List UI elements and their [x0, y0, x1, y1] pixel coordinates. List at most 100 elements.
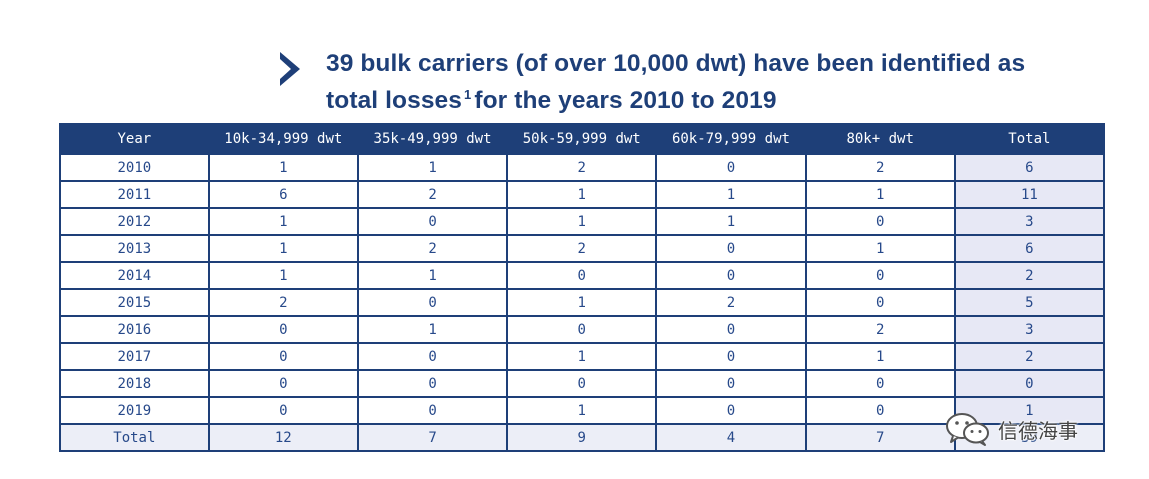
table-row: 2011 6 2 1 1 1 11 — [59, 180, 1106, 209]
table-cell: 0 — [655, 396, 807, 425]
table-cell: 0 — [506, 369, 658, 398]
table-cell: 0 — [804, 261, 956, 290]
losses-table: Year 10k-34,999 dwt 35k-49,999 dwt 50k-5… — [59, 123, 1106, 452]
table-cell: 0 — [356, 369, 509, 398]
total-cell: 12 — [207, 423, 359, 452]
year-cell: 2014 — [59, 261, 210, 290]
header-row: Year 10k-34,999 dwt 35k-49,999 dwt 50k-5… — [59, 123, 1106, 155]
table-cell: 1 — [506, 288, 658, 317]
year-cell: 2017 — [59, 342, 210, 371]
table-cell: 0 — [655, 234, 807, 263]
table-cell: 0 — [356, 207, 509, 236]
watermark: 信德海事 — [944, 412, 1078, 446]
table-cell: 0 — [207, 369, 359, 398]
total-cell: 4 — [655, 423, 807, 452]
row-total-cell: 2 — [953, 342, 1106, 371]
heading-line-2-start: total losses — [326, 87, 462, 114]
table-cell: 1 — [356, 261, 509, 290]
table-cell: 0 — [207, 315, 359, 344]
heading-text: 39 bulk carriers (of over 10,000 dwt) ha… — [326, 48, 1025, 116]
table-cell: 1 — [506, 342, 658, 371]
header-cell: Total — [953, 123, 1106, 155]
row-total-cell: 11 — [953, 180, 1106, 209]
heading-line-2: total losses 1 for the years 2010 to 2019 — [326, 79, 1025, 116]
row-total-cell: 6 — [953, 234, 1106, 263]
row-total-cell: 5 — [953, 288, 1106, 317]
table-cell: 2 — [506, 234, 658, 263]
year-cell: 2012 — [59, 207, 210, 236]
table-cell: 0 — [655, 342, 807, 371]
table-row: 2016 0 1 0 0 2 3 — [59, 315, 1106, 344]
header-cell: 35k-49,999 dwt — [356, 123, 509, 155]
table-cell: 1 — [655, 207, 807, 236]
wechat-icon — [946, 413, 989, 446]
table-cell: 1 — [506, 396, 658, 425]
table-cell: 0 — [804, 396, 956, 425]
header-cell: 10k-34,999 dwt — [207, 123, 359, 155]
table-cell: 0 — [356, 342, 509, 371]
table-cell: 1 — [207, 261, 359, 290]
table-cell: 0 — [207, 396, 359, 425]
year-cell: 2011 — [59, 180, 210, 209]
table-cell: 6 — [207, 180, 359, 209]
total-cell: 7 — [804, 423, 956, 452]
row-total-cell: 3 — [953, 207, 1106, 236]
table-cell: 2 — [655, 288, 807, 317]
table-row: 2010 1 1 2 0 2 6 — [59, 153, 1106, 182]
row-total-cell: 2 — [953, 261, 1106, 290]
table-cell: 1 — [356, 315, 509, 344]
table-cell: 2 — [207, 288, 359, 317]
header-cell: 50k-59,999 dwt — [506, 123, 658, 155]
row-total-cell: 1 — [953, 396, 1106, 425]
table-cell: 0 — [356, 288, 509, 317]
table-cell: 0 — [207, 342, 359, 371]
table-row: 2018 0 0 0 0 0 0 — [59, 369, 1106, 398]
table-cell: 1 — [804, 180, 956, 209]
table-cell: 2 — [356, 180, 509, 209]
table-cell: 2 — [506, 153, 658, 182]
header-cell: 60k-79,999 dwt — [655, 123, 807, 155]
header-cell: Year — [59, 123, 210, 155]
table-cell: 2 — [804, 315, 956, 344]
chevron-right-icon — [280, 52, 300, 86]
table-row: 2017 0 0 1 0 1 2 — [59, 342, 1106, 371]
year-cell: 2015 — [59, 288, 210, 317]
watermark-text: 信德海事 — [998, 418, 1078, 443]
table-cell: 1 — [356, 153, 509, 182]
table-row: 2015 2 0 1 2 0 5 — [59, 288, 1106, 317]
table-cell: 1 — [804, 342, 956, 371]
table-cell: 1 — [655, 180, 807, 209]
row-total-cell: 0 — [953, 369, 1106, 398]
total-label-cell: Total — [59, 423, 210, 452]
row-total-cell: 6 — [953, 153, 1106, 182]
table-cell: 2 — [804, 153, 956, 182]
table-row: 2013 1 2 2 0 1 6 — [59, 234, 1106, 263]
table-cell: 0 — [655, 369, 807, 398]
table-cell: 0 — [356, 396, 509, 425]
table-cell: 0 — [655, 315, 807, 344]
year-cell: 2018 — [59, 369, 210, 398]
header-cell: 80k+ dwt — [804, 123, 956, 155]
total-row: Total 12 7 9 4 7 39 — [59, 423, 1106, 452]
table-row: 2012 1 0 1 1 0 3 — [59, 207, 1106, 236]
table-cell: 0 — [655, 261, 807, 290]
table-cell: 0 — [804, 288, 956, 317]
table-cell: 1 — [506, 207, 658, 236]
heading-line-2-end: for the years 2010 to 2019 — [474, 87, 777, 114]
table-cell: 0 — [655, 153, 807, 182]
table-cell: 1 — [207, 234, 359, 263]
table-cell: 1 — [804, 234, 956, 263]
heading-line-1: 39 bulk carriers (of over 10,000 dwt) ha… — [326, 50, 1026, 77]
table-cell: 0 — [804, 207, 956, 236]
year-cell: 2013 — [59, 234, 210, 263]
heading: 39 bulk carriers (of over 10,000 dwt) ha… — [280, 48, 1025, 116]
table-cell: 0 — [506, 261, 658, 290]
table-cell: 1 — [506, 180, 658, 209]
year-cell: 2016 — [59, 315, 210, 344]
table-row: 2014 1 1 0 0 0 2 — [59, 261, 1106, 290]
table-row: 2019 0 0 1 0 0 1 — [59, 396, 1106, 425]
total-cell: 9 — [506, 423, 658, 452]
row-total-cell: 3 — [953, 315, 1106, 344]
table-cell: 1 — [207, 153, 359, 182]
table-cell: 0 — [804, 369, 956, 398]
